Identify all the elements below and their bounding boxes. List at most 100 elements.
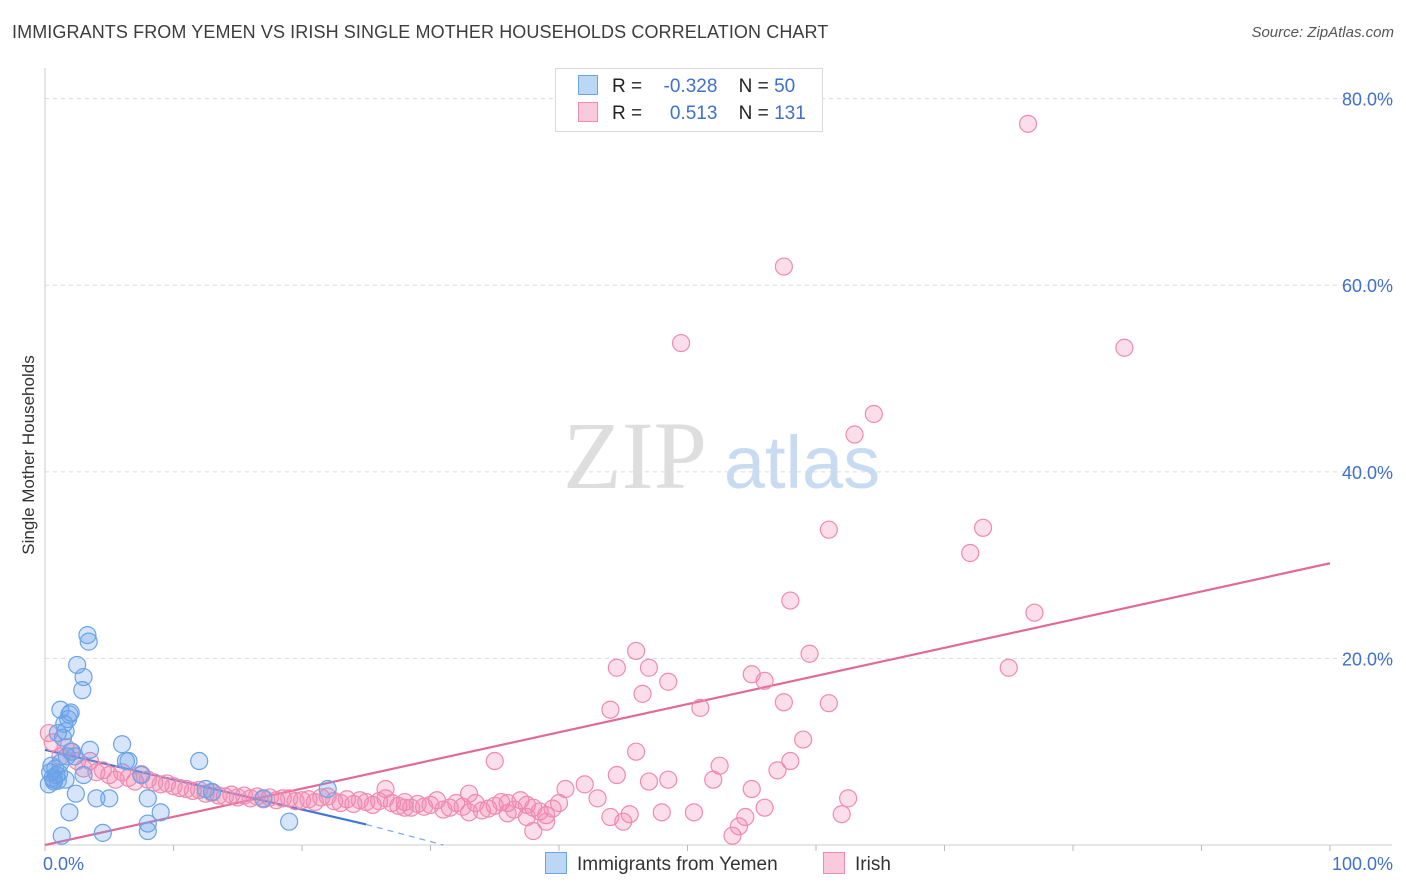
gridlines [45, 98, 1392, 659]
axes [44, 68, 1392, 851]
irish-point [729, 817, 749, 836]
irish-point [774, 693, 793, 712]
x-tick-label: 0.0% [43, 854, 84, 874]
yemen-point [112, 735, 132, 754]
yemen-point [74, 667, 93, 687]
y-tick-label: 40.0% [1342, 463, 1393, 483]
series-legend-irish[interactable]: Irish [823, 852, 891, 876]
yemen-point [119, 751, 138, 771]
irish-point [177, 779, 196, 799]
yemen-point [78, 625, 97, 645]
irish-point [537, 812, 556, 831]
irish-point [376, 779, 395, 799]
irish-point [832, 805, 851, 824]
legend-swatch-irish [823, 852, 845, 874]
yemen-point [190, 751, 209, 771]
irish-point [626, 742, 646, 761]
yemen-point [56, 770, 75, 789]
yemen-trend-extension [366, 823, 444, 846]
yemen-point [87, 789, 106, 808]
x-tick-label: 100.0% [1332, 854, 1393, 874]
tick-labels: 20.0% 40.0% 60.0% 80.0% 0.0% 100.0% [43, 90, 1393, 874]
irish-point [607, 658, 626, 677]
irish-point [723, 826, 742, 845]
irish-point [794, 730, 813, 749]
irish-point [755, 798, 774, 817]
y-axis-title: Single Mother Households [19, 355, 38, 554]
watermark-zip: ZIP [563, 402, 707, 509]
legend-row-irish: R = 0.513 N = 131 [578, 102, 806, 126]
yemen-point [61, 703, 80, 722]
irish-point [768, 761, 787, 780]
legend-row-yemen: R = -0.328 N = 50 [578, 75, 795, 99]
irish-point [659, 672, 678, 691]
irish-point [639, 772, 659, 791]
irish-point [1115, 338, 1134, 357]
irish-point [845, 425, 864, 444]
irish-point [395, 798, 414, 817]
y-tick-label: 20.0% [1342, 649, 1393, 669]
yemen-point [100, 789, 119, 808]
irish-point [755, 671, 774, 690]
irish-point [524, 821, 543, 841]
legend-swatch-irish [578, 102, 598, 122]
chart-title: IMMIGRANTS FROM YEMEN VS IRISH SINGLE MO… [12, 22, 829, 42]
irish-point [961, 543, 980, 563]
y-tick-label: 60.0% [1342, 276, 1393, 296]
legend-r-label: R = [612, 103, 643, 124]
legend-r-value: -0.328 [663, 76, 718, 97]
irish-point [601, 700, 620, 719]
series-label-irish: Irish [855, 854, 891, 875]
irish-point [710, 756, 729, 775]
series-label-yemen: Immigrants from Yemen [577, 854, 778, 875]
legend-n-value: 131 [774, 103, 806, 124]
yemen-point [66, 784, 85, 803]
irish-point [485, 751, 504, 771]
irish-point [588, 789, 607, 808]
yemen-point [65, 747, 84, 766]
yemen-point [52, 826, 71, 845]
series-legend-yemen[interactable]: Immigrants from Yemen [545, 852, 778, 876]
legend-r-value: 0.513 [669, 103, 718, 124]
y-tick-label: 80.0% [1342, 90, 1393, 110]
yemen-point [93, 823, 112, 842]
yemen-point [79, 632, 98, 651]
irish-point [652, 803, 671, 822]
irish-point [607, 765, 626, 785]
irish-point [781, 591, 800, 610]
irish-point [742, 779, 761, 799]
legend-r-label: R = [612, 76, 643, 97]
irish-point [228, 788, 247, 807]
yemen-point [60, 803, 79, 822]
yemen-point [318, 779, 337, 799]
yemen-point [132, 765, 151, 785]
irish-point [781, 751, 800, 771]
irish-point [864, 404, 883, 424]
irish-point [819, 520, 838, 539]
legend-swatch-yemen [578, 75, 598, 95]
irish-point [736, 807, 755, 827]
source-label: Source: ZipAtlas.com [1251, 24, 1394, 41]
irish-point [973, 518, 993, 537]
correlation-legend: R = -0.328 N = 50 R = 0.513 N = 131 [555, 68, 823, 132]
irish-point [241, 789, 260, 808]
irish-point [671, 333, 691, 353]
yemen-point [138, 814, 157, 833]
yemen-point [80, 740, 100, 759]
irish-point [639, 658, 659, 677]
yemen-point [51, 700, 70, 719]
irish-point [659, 770, 678, 789]
legend-swatch-yemen [545, 852, 567, 874]
irish-point [839, 789, 858, 808]
legend-n-label: N = [738, 76, 769, 97]
irish-point [999, 658, 1018, 677]
irish-point [774, 257, 793, 276]
irish-point [1025, 603, 1044, 622]
irish-point [575, 775, 594, 794]
yemen-point [138, 789, 157, 808]
yemen-point [138, 821, 157, 841]
irish-point [819, 694, 838, 713]
irish-point [537, 806, 556, 825]
irish-point [800, 644, 819, 663]
irish-point [1018, 114, 1038, 133]
